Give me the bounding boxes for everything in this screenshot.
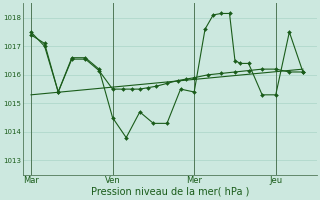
X-axis label: Pression niveau de la mer( hPa ): Pression niveau de la mer( hPa ): [91, 187, 249, 197]
